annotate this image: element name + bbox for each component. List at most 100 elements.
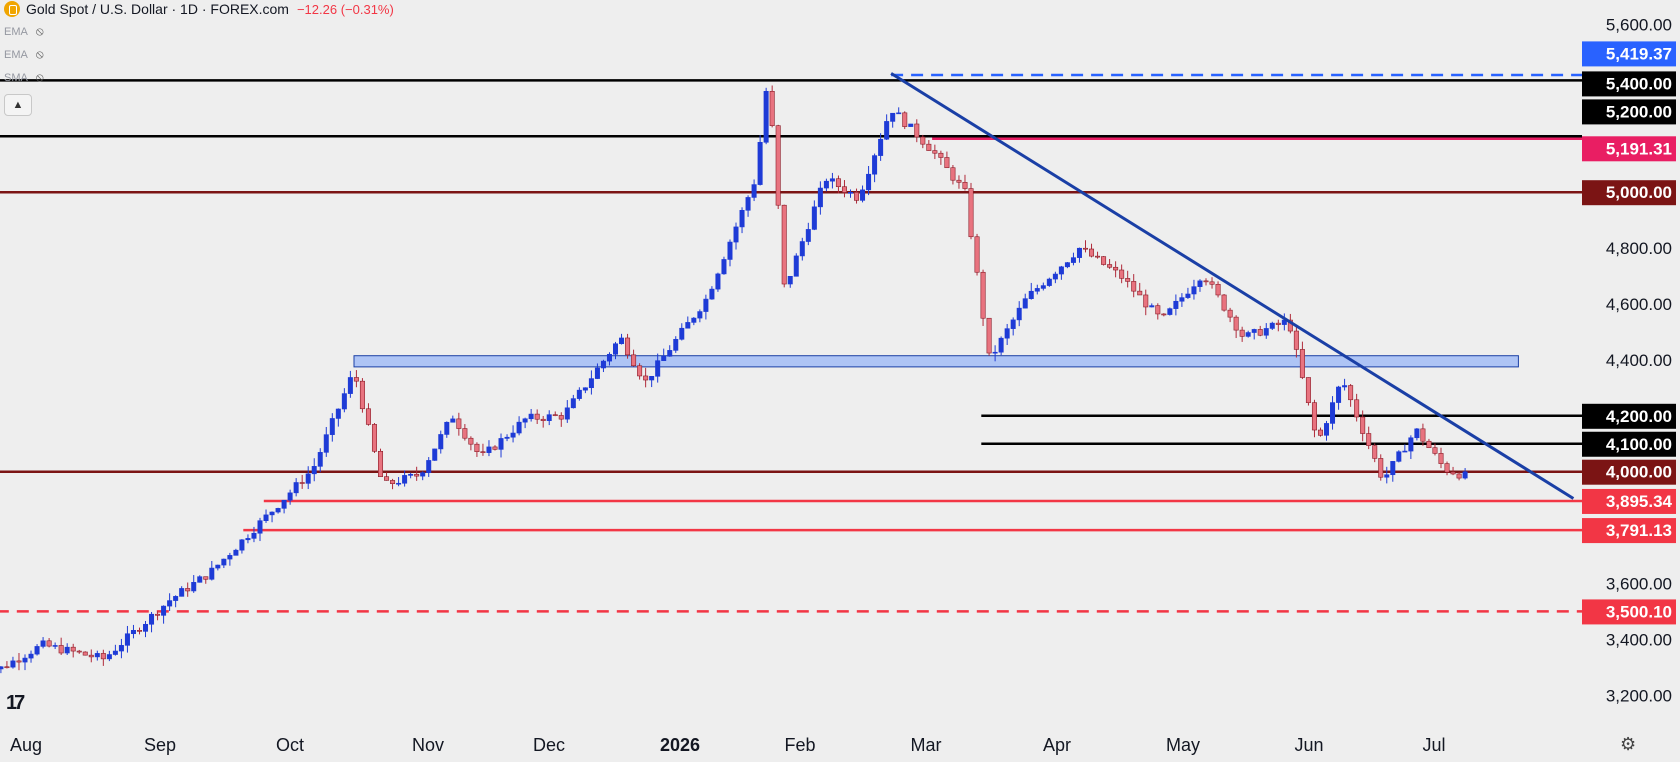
y-tick-label: 4,800.00 [1606, 239, 1672, 258]
candle-body [643, 375, 649, 381]
chevron-up-icon: ▲ [12, 99, 24, 111]
candle-body [215, 564, 221, 569]
candle-body [414, 473, 420, 477]
candle-body [709, 288, 715, 300]
candle-body [498, 438, 504, 450]
candle-body [631, 354, 637, 367]
x-tick-label: Nov [412, 735, 444, 755]
symbol-title[interactable]: Gold Spot / U.S. Dollar · 1D · FOREX.com [26, 1, 289, 17]
candle-body [817, 187, 823, 208]
x-tick-label: Mar [911, 735, 942, 755]
candle-body [552, 414, 558, 416]
candle-body [16, 660, 22, 663]
candle-body [390, 480, 396, 484]
candle-body [1149, 305, 1155, 308]
price-tag [1582, 599, 1676, 625]
candle-body [1330, 402, 1336, 424]
candle-body [793, 255, 799, 277]
candle-body [1233, 316, 1239, 331]
candle-body [402, 475, 408, 484]
candle-body [227, 555, 233, 560]
candle-body [1287, 319, 1293, 332]
indicator-label: SMA [4, 71, 28, 84]
candle-body [396, 482, 402, 485]
indicator-label: EMA [4, 48, 28, 61]
candle-body [480, 451, 486, 453]
support-zone [353, 355, 1519, 368]
candle-body [1342, 385, 1348, 388]
price-tag-label: 3,791.13 [1606, 521, 1672, 540]
candle-body [1378, 458, 1384, 478]
candle-body [233, 549, 239, 556]
price-tag [1582, 518, 1676, 544]
candle-body [1119, 269, 1125, 279]
candle-body [130, 630, 136, 635]
candle-body [606, 353, 612, 362]
candle-body [769, 91, 775, 126]
eye-off-icon[interactable]: ⦸ [35, 70, 44, 84]
candle-body [908, 123, 914, 127]
candle-body [1414, 428, 1420, 439]
tradingview-logo[interactable]: 17 [6, 692, 25, 714]
candle-body [353, 377, 359, 382]
candle-body [1064, 262, 1070, 268]
candle-body [872, 155, 878, 175]
candle-body [438, 434, 444, 450]
candle-body [890, 112, 896, 122]
candle-body [341, 393, 347, 410]
candle-body [721, 259, 727, 275]
candle-body [209, 567, 215, 580]
eye-off-icon[interactable]: ⦸ [35, 47, 44, 61]
price-tag-label: 3,500.10 [1606, 602, 1672, 621]
candle-body [715, 273, 721, 290]
gear-icon[interactable]: ⚙ [1620, 734, 1637, 754]
candle-body [1173, 300, 1179, 309]
candle-body [52, 645, 58, 647]
candle-body [408, 473, 414, 476]
candle-body [1143, 294, 1149, 308]
candle-body [974, 236, 980, 273]
candle-body [432, 448, 438, 461]
candle-body [998, 337, 1004, 353]
candle-body [359, 380, 365, 410]
candle-body [1456, 473, 1462, 479]
eye-off-icon[interactable]: ⦸ [35, 24, 44, 38]
candle-body [1137, 290, 1143, 296]
candle-body [100, 653, 106, 660]
y-tick-label: 3,600.00 [1606, 575, 1672, 594]
price-tag-label: 5,000.00 [1606, 183, 1672, 202]
candle-body [1167, 308, 1173, 315]
collapse-indicators-button[interactable]: ▲ [4, 94, 32, 116]
candle-body [944, 157, 950, 169]
x-tick-label: Oct [276, 735, 304, 755]
indicator-row[interactable]: EMA ⦸ [4, 24, 44, 39]
candle-body [1317, 429, 1323, 436]
indicator-row[interactable]: EMA ⦸ [4, 47, 44, 62]
candle-body [787, 275, 793, 285]
candle-body [522, 418, 528, 423]
x-tick-label: Dec [533, 735, 565, 755]
candle-body [136, 630, 142, 632]
candle-body [1239, 329, 1245, 337]
indicator-row[interactable]: SMA ⦸ [4, 70, 44, 85]
candle-body [275, 508, 281, 513]
candle-body [902, 112, 908, 127]
candle-body [805, 229, 811, 242]
candle-body [371, 424, 377, 452]
candle-body [1058, 266, 1064, 275]
candle-body [1161, 313, 1167, 316]
candle-body [124, 633, 130, 646]
candle-body [329, 418, 335, 435]
candle-body [1155, 305, 1161, 315]
candle-body [1076, 247, 1082, 258]
price-tag-label: 5,419.37 [1606, 44, 1672, 63]
gold-coin-icon [4, 1, 20, 17]
price-tag-label: 5,200.00 [1606, 102, 1672, 121]
candle-body [203, 576, 209, 580]
candle-body [4, 666, 10, 669]
candle-body [191, 582, 197, 592]
x-tick-label: Jul [1422, 735, 1445, 755]
candle-body [926, 143, 932, 151]
candle-body [1402, 450, 1408, 453]
